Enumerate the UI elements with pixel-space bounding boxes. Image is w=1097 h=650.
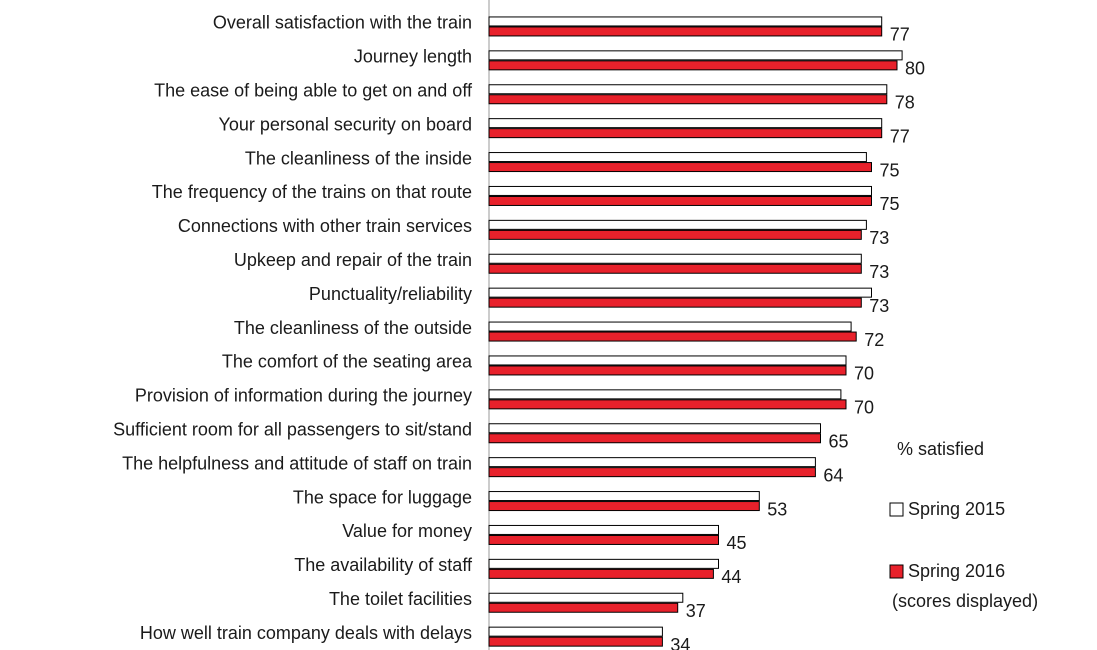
- value-label: 73: [869, 262, 889, 282]
- category-label: The cleanliness of the inside: [245, 148, 472, 168]
- category-label: Journey length: [354, 47, 472, 67]
- bar: [488, 263, 862, 274]
- value-label: 77: [890, 25, 910, 45]
- value-label: 70: [854, 398, 874, 418]
- value-label: 64: [823, 465, 843, 485]
- category-label: The toilet facilities: [329, 589, 472, 609]
- category-label: Your personal security on board: [219, 114, 473, 134]
- category-label: Provision of information during the jour…: [135, 386, 472, 406]
- bar: [488, 491, 760, 502]
- legend-swatch: [889, 564, 904, 579]
- bar: [488, 152, 867, 163]
- bar: [488, 389, 842, 400]
- bar: [488, 128, 883, 139]
- category-label: The cleanliness of the outside: [234, 318, 472, 338]
- category-label: Upkeep and repair of the train: [234, 250, 472, 270]
- legend-label: Spring 2015: [908, 499, 1005, 519]
- value-label: 72: [864, 330, 884, 350]
- category-label: Punctuality/reliability: [309, 284, 472, 304]
- legend-swatch: [889, 502, 904, 517]
- bar: [488, 636, 663, 647]
- category-label: The availability of staff: [294, 555, 473, 575]
- value-label: 73: [869, 296, 889, 316]
- value-label: 34: [670, 635, 690, 650]
- bar: [488, 321, 852, 332]
- value-label: 75: [880, 160, 900, 180]
- category-label: The comfort of the seating area: [222, 352, 473, 372]
- bar: [488, 457, 816, 468]
- bar: [488, 592, 684, 603]
- bar: [488, 558, 719, 569]
- value-label: 70: [854, 364, 874, 384]
- category-label: Sufficient room for all passengers to si…: [113, 420, 472, 440]
- bar: [488, 626, 663, 637]
- legend-title: % satisfied: [897, 439, 984, 459]
- bar: [488, 524, 719, 535]
- bar: [488, 16, 883, 27]
- category-label: How well train company deals with delays: [140, 623, 472, 643]
- bar: [488, 253, 862, 264]
- value-label: 65: [829, 432, 849, 452]
- value-label: 75: [880, 194, 900, 214]
- value-label: 45: [727, 533, 747, 553]
- bar: [488, 229, 862, 240]
- category-label: The helpfulness and attitude of staff on…: [122, 453, 472, 473]
- category-label: The space for luggage: [293, 487, 472, 507]
- bar: [488, 534, 719, 545]
- bar: [488, 219, 867, 230]
- value-label: 37: [686, 601, 706, 621]
- value-label: 53: [767, 499, 787, 519]
- bar: [488, 195, 872, 206]
- bar: [488, 297, 862, 308]
- bar: [488, 423, 821, 434]
- value-label: 44: [721, 567, 741, 587]
- category-label: The frequency of the trains on that rout…: [152, 182, 472, 202]
- bar: [488, 399, 847, 410]
- bar: [488, 50, 903, 61]
- value-label: 73: [869, 228, 889, 248]
- value-label: 77: [890, 126, 910, 146]
- bar: [488, 501, 760, 512]
- value-label: 80: [905, 59, 925, 79]
- bar: [488, 331, 857, 342]
- bar: [488, 355, 847, 366]
- bar: [488, 84, 888, 95]
- bar: [488, 26, 883, 37]
- bar: [488, 602, 679, 613]
- legend-note: (scores displayed): [892, 591, 1038, 611]
- category-label: Value for money: [342, 521, 472, 541]
- bar: [488, 467, 816, 478]
- bar: [488, 287, 872, 298]
- category-label: The ease of being able to get on and off: [154, 81, 473, 101]
- category-label: Connections with other train services: [178, 216, 472, 236]
- bar: [488, 568, 714, 579]
- value-label: 78: [895, 93, 915, 113]
- legend-label: Spring 2016: [908, 561, 1005, 581]
- category-label: Overall satisfaction with the train: [213, 13, 472, 33]
- bar: [488, 162, 872, 173]
- bar: [488, 365, 847, 376]
- bar: [488, 60, 898, 71]
- bar: [488, 433, 821, 444]
- bar: [488, 118, 883, 129]
- bar: [488, 185, 872, 196]
- bar: [488, 94, 888, 105]
